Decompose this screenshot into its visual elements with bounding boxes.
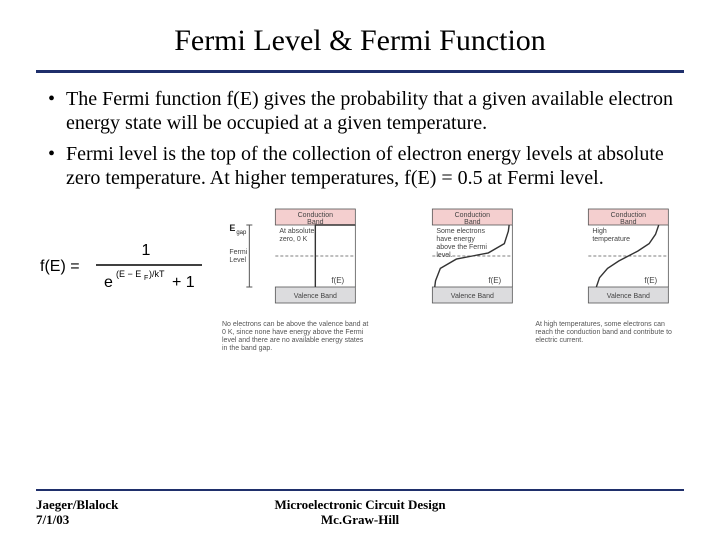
formula-denom-exp-tail: )/kT (149, 269, 165, 279)
svg-text:E: E (229, 223, 235, 233)
bullet-text: Fermi level is the top of the collection… (66, 142, 684, 191)
svg-text:f(E): f(E) (331, 276, 344, 285)
footer-left: Jaeger/Blalock 7/1/03 (36, 497, 196, 528)
svg-text:Valence Band: Valence Band (607, 293, 650, 300)
svg-text:At absolute: At absolute (279, 228, 314, 235)
energy-band-diagram: ConductionBand Valence Band f(E) Some elect… (377, 203, 528, 318)
panel-caption: At high temperatures, some electrons can… (533, 321, 684, 345)
svg-text:High: High (593, 228, 608, 235)
footer-right (524, 497, 684, 528)
formula-denom-exp: (E − E (116, 269, 141, 279)
formula-denom-tail: + 1 (172, 274, 195, 291)
svg-text:Fermi: Fermi (229, 249, 247, 256)
bullet-marker: • (48, 87, 66, 136)
panel: ConductionBandValence Bandf(E)At absolut… (220, 203, 371, 353)
bullet-list: • The Fermi function f(E) gives the prob… (36, 87, 684, 197)
footer-rule (36, 489, 684, 491)
svg-text:Band: Band (464, 219, 480, 226)
panel: ConductionBand Valence Band f(E) Hightemper… (533, 203, 684, 353)
slide-title: Fermi Level & Fermi Function (36, 24, 684, 58)
formula-numerator: 1 (142, 242, 151, 259)
svg-text:f(E): f(E) (645, 276, 658, 285)
svg-text:Valence Band: Valence Band (294, 293, 337, 300)
svg-text:Valence Band: Valence Band (450, 293, 493, 300)
title-rule (36, 70, 684, 73)
panel: ConductionBand Valence Band f(E) Some elect… (377, 203, 528, 353)
svg-text:temperature: temperature (593, 236, 631, 243)
svg-text:gap: gap (236, 230, 247, 236)
footer-date: 7/1/03 (36, 512, 69, 527)
footer-publisher: Mc.Graw-Hill (321, 512, 399, 527)
footer-title: Microelectronic Circuit Design (274, 497, 445, 512)
bullet-item: • Fermi level is the top of the collecti… (48, 142, 684, 191)
bullet-item: • The Fermi function f(E) gives the prob… (48, 87, 684, 136)
formula-denom-exp-sub: F (144, 275, 148, 282)
energy-band-diagram: ConductionBand Valence Band f(E) Hightemper… (533, 203, 684, 318)
bullet-marker: • (48, 142, 66, 191)
svg-text:Some electrons: Some electrons (436, 228, 485, 235)
svg-text:have energy: have energy (436, 236, 475, 243)
panel-row: ConductionBandValence Bandf(E)At absolut… (220, 203, 684, 353)
svg-text:Band: Band (621, 219, 637, 226)
energy-band-diagram: ConductionBandValence Bandf(E)At absolut… (220, 203, 371, 318)
fermi-formula: f(E) = 1 e (E − E F )/kT + 1 (36, 203, 206, 301)
formula-lhs: f(E) = (40, 258, 80, 275)
slide: Fermi Level & Fermi Function • The Fermi… (0, 0, 720, 540)
svg-text:f(E): f(E) (488, 276, 501, 285)
svg-text:Conduction: Conduction (454, 212, 490, 219)
svg-text:above the Fermi: above the Fermi (436, 244, 487, 251)
svg-text:Conduction: Conduction (298, 212, 334, 219)
footer: Jaeger/Blalock 7/1/03 Microelectronic Ci… (36, 497, 684, 528)
svg-text:Conduction: Conduction (611, 212, 647, 219)
svg-text:Level: Level (229, 257, 246, 264)
svg-text:zero, 0 K: zero, 0 K (279, 236, 307, 243)
footer-center: Microelectronic Circuit Design Mc.Graw-H… (196, 497, 524, 528)
bullet-text: The Fermi function f(E) gives the probab… (66, 87, 684, 136)
footer-author: Jaeger/Blalock (36, 497, 118, 512)
figure-area: f(E) = 1 e (E − E F )/kT + 1 ConductionB… (36, 203, 684, 481)
svg-text:level.: level. (436, 252, 452, 259)
formula-denom-base: e (104, 274, 113, 291)
panel-caption: No electrons can be above the valence ba… (220, 321, 371, 353)
